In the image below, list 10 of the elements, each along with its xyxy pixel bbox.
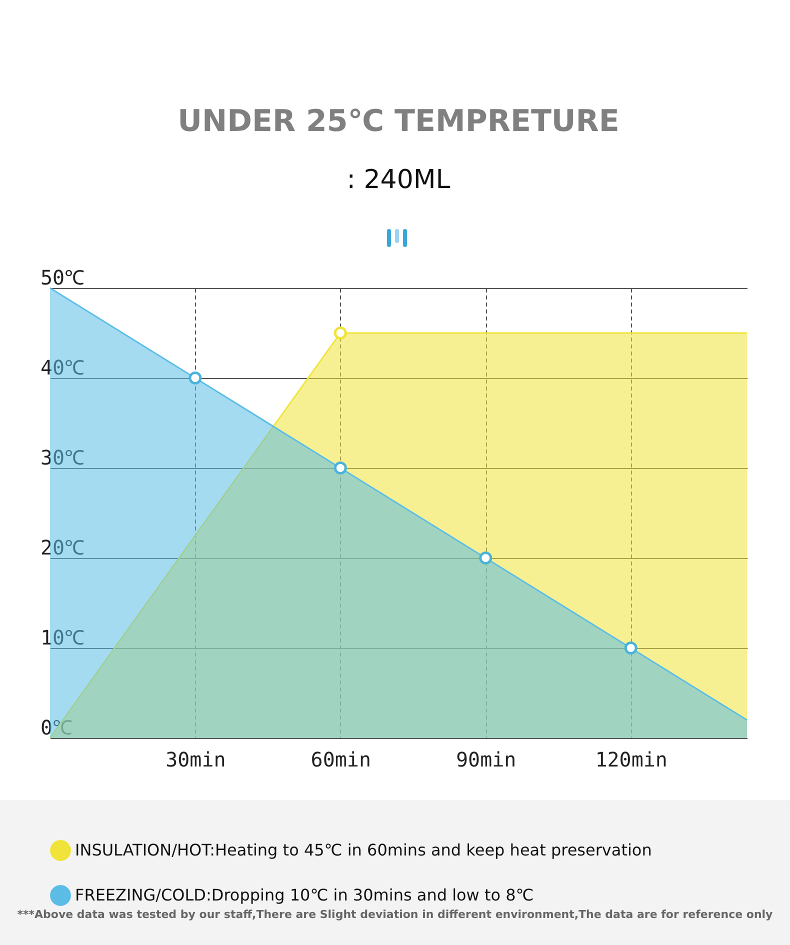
legend-label: INSULATION/HOT:Heating to 45℃ in 60mins and keep heat preservation (75, 840, 652, 860)
y-tick-label: 50℃ (40, 266, 85, 290)
text: ***Above data was tested by our staff,There are Slight deviation in different environment,The data are for reference only (16, 908, 774, 921)
x-tick-label: 30min (166, 748, 226, 772)
chart-title: UNDER 25℃ TEMPRETURE (178, 104, 620, 139)
legend-label: FREEZING/COLD:Dropping 10℃ in 30mins and low to 8℃ (75, 886, 534, 904)
chart-subtitle: : 240ML (346, 165, 451, 195)
x-tick-label: 120min (595, 748, 668, 772)
x-tick-label: 60min (310, 748, 372, 772)
x-tick-label: 90min (456, 748, 516, 772)
